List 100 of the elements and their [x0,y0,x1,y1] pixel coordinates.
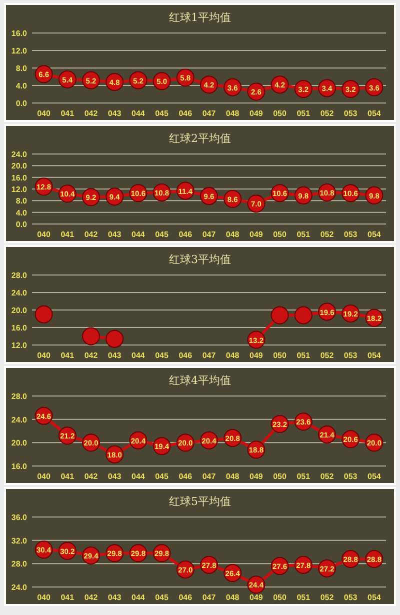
point [106,330,124,348]
x-tick-label: 045 [155,351,170,360]
x-tick-label: 045 [155,593,170,602]
x-tick-label: 050 [273,230,288,239]
x-tick-label: 040 [37,472,52,481]
y-tick-label: 24.0 [11,583,28,592]
x-tick-label: 048 [226,109,240,118]
x-tick-label: 049 [250,230,264,239]
x-tick-label: 042 [84,351,98,360]
x-tick-label: 042 [84,230,98,239]
y-tick-label: 16.0 [11,324,28,332]
chart-title: 红球2平均值 [169,132,231,145]
x-tick-label: 049 [250,351,264,360]
x-tick-label: 046 [178,472,193,481]
x-tick-label: 041 [60,351,75,360]
y-tick-label: 16.0 [11,462,28,471]
x-tick-label: 040 [37,593,52,602]
point [82,327,100,346]
x-tick-label: 046 [178,351,193,360]
point [34,305,53,324]
y-tick-label: 20.0 [11,438,28,448]
x-tick-label: 053 [344,351,358,360]
x-tick-label: 054 [368,351,382,360]
y-tick-label: 28.0 [11,392,28,401]
y-tick-label: 36.0 [11,513,28,522]
point [294,306,312,324]
y-tick-label: 4.0 [16,82,28,90]
x-tick-label: 050 [273,593,288,602]
y-tick-label: 8.0 [16,64,28,73]
y-tick-label: 24.0 [11,415,28,424]
x-tick-label: 045 [155,109,170,118]
x-tick-label: 041 [60,472,75,481]
x-tick-label: 051 [296,230,311,239]
x-tick-label: 044 [132,351,146,360]
x-tick-label: 053 [344,109,358,118]
x-tick-label: 053 [344,472,358,481]
x-tick-label: 046 [178,593,193,602]
x-tick-label: 052 [320,109,334,118]
x-tick-label: 040 [37,109,52,118]
x-tick-label: 049 [250,593,264,602]
x-tick-label: 043 [108,472,122,481]
x-tick-label: 051 [296,593,311,602]
y-tick-label: 28.0 [11,560,28,569]
y-tick-label: 20.0 [11,306,28,315]
x-tick-label: 054 [368,230,382,239]
x-tick-label: 052 [320,351,334,360]
y-tick-label: 8.0 [16,196,28,206]
x-tick-label: 052 [320,230,334,239]
chart-title: 红球4平均值 [169,374,231,387]
y-tick-label: 12.0 [11,341,28,350]
x-tick-label: 047 [202,472,216,481]
y-tick-label: 0.0 [16,99,28,108]
x-tick-label: 043 [108,593,122,602]
x-tick-label: 043 [108,230,122,239]
chart-title: 红球5平均值 [169,495,231,508]
x-tick-label: 051 [296,109,311,118]
x-tick-label: 050 [273,109,288,118]
x-tick-label: 041 [60,109,75,118]
x-tick-label: 040 [37,351,52,360]
x-tick-label: 045 [155,230,170,239]
x-tick-label: 047 [202,593,216,602]
x-tick-label: 049 [250,109,264,118]
y-tick-label: 20.0 [11,162,28,171]
x-tick-label: 044 [132,109,146,118]
x-tick-label: 048 [226,351,240,360]
y-tick-label: 24.0 [11,288,28,298]
y-tick-label: 24.0 [11,150,28,159]
y-tick-label: 16.0 [11,29,28,38]
x-tick-label: 054 [368,472,382,481]
x-tick-label: 042 [84,109,98,118]
x-tick-label: 054 [368,109,382,118]
point [270,306,289,324]
x-tick-label: 042 [84,593,98,602]
x-tick-label: 051 [296,472,311,481]
x-tick-label: 053 [344,230,358,239]
x-tick-label: 052 [320,472,334,481]
x-tick-label: 047 [202,230,216,239]
x-tick-label: 040 [37,230,52,239]
x-tick-label: 051 [296,351,311,360]
x-tick-label: 042 [84,472,98,481]
x-tick-label: 044 [132,230,146,239]
x-tick-label: 041 [60,230,75,239]
x-tick-label: 043 [108,351,122,360]
x-tick-label: 048 [226,472,240,481]
x-tick-label: 050 [273,351,288,360]
chart-title: 红球3平均值 [169,253,231,266]
x-tick-label: 046 [178,109,193,118]
y-tick-label: 0.0 [16,220,28,229]
x-tick-label: 048 [226,593,240,602]
x-tick-label: 043 [108,109,122,118]
x-tick-label: 050 [273,472,288,481]
x-tick-label: 045 [155,472,170,481]
x-tick-label: 054 [368,593,382,602]
y-tick-label: 12.0 [11,185,28,194]
x-tick-label: 049 [250,472,264,481]
y-tick-label: 4.0 [16,208,28,218]
x-tick-label: 053 [344,593,358,602]
x-tick-label: 047 [202,351,216,360]
y-tick-label: 28.0 [11,271,28,280]
x-tick-label: 052 [320,593,334,602]
